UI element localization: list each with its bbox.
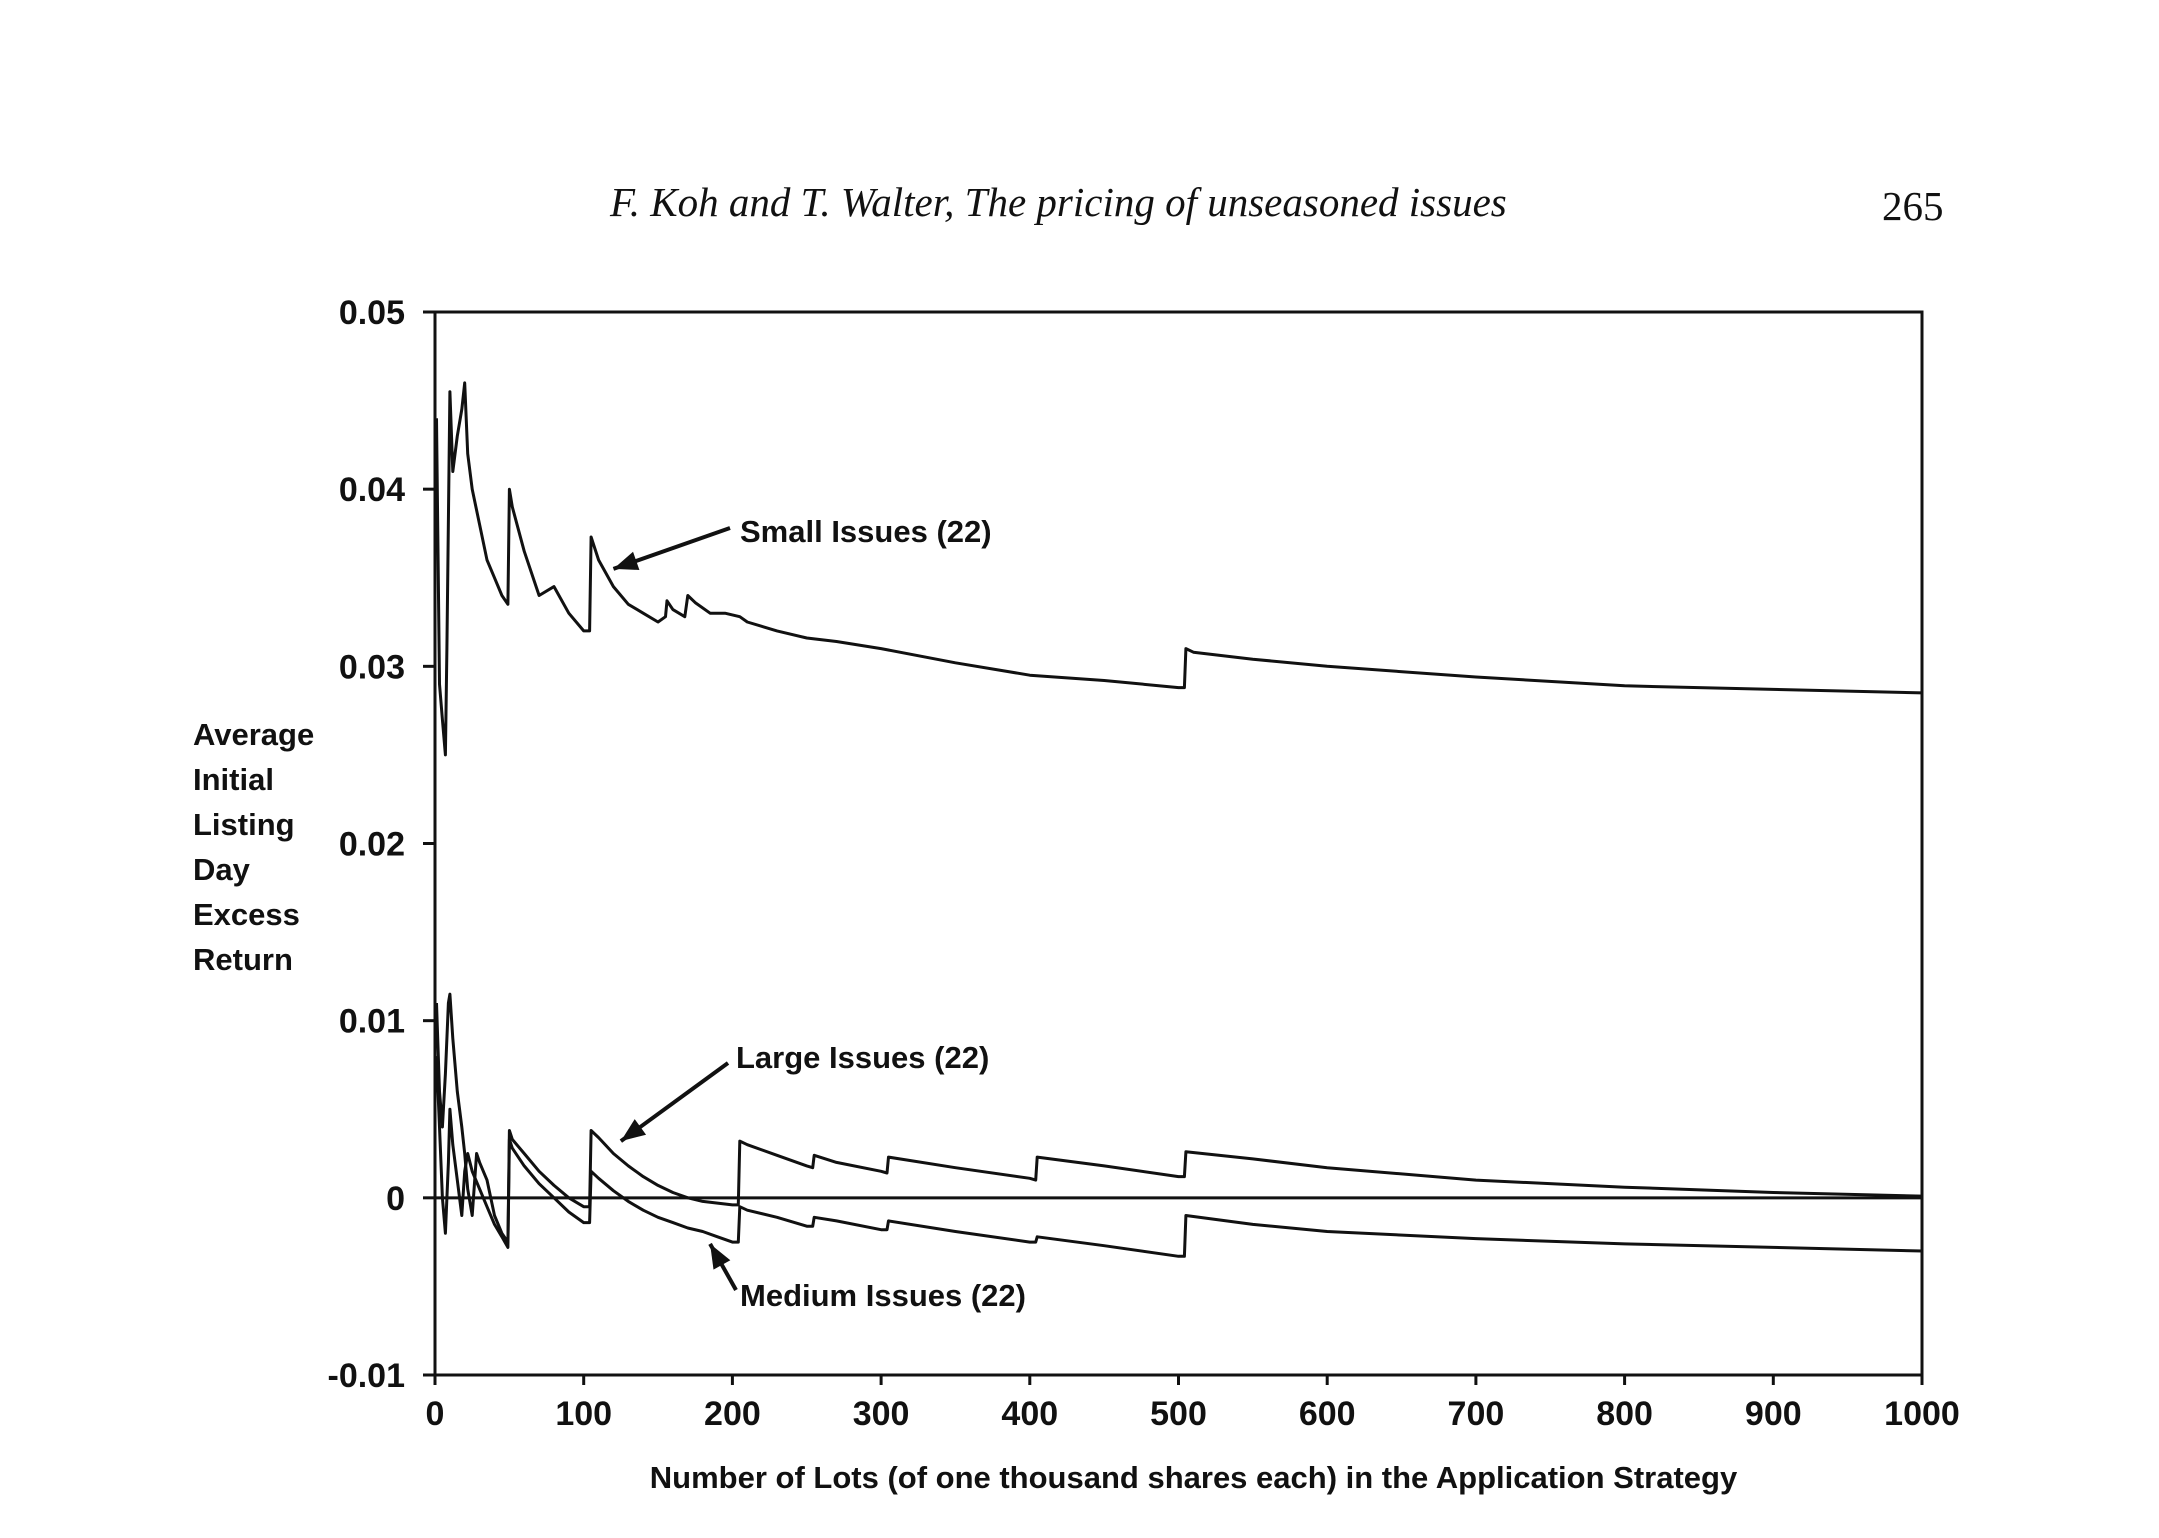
page-number: 265 — [1882, 183, 1944, 229]
y-axis-label-line: Day — [193, 852, 251, 887]
y-axis-label-line: Excess — [193, 897, 300, 932]
x-axis: 0 100 200 300 400 500 600 700 800 900 1000 — [426, 1375, 1960, 1433]
y-axis-label-line: Listing — [193, 807, 295, 842]
y-tick-label: 0.05 — [339, 294, 405, 332]
x-tick-label: 100 — [555, 1395, 612, 1433]
running-head: F. Koh and T. Walter, The pricing of uns… — [610, 179, 1507, 225]
x-tick-label: 300 — [853, 1395, 910, 1433]
y-axis-label-line: Return — [193, 942, 293, 977]
y-tick-label: 0.01 — [339, 1003, 405, 1041]
y-tick-label: -0.01 — [328, 1357, 406, 1395]
y-tick-label: 0.03 — [339, 648, 405, 686]
series-annotation-label: Small Issues (22) — [740, 514, 992, 549]
y-axis-label: Average Initial Listing Day Excess Return — [193, 717, 314, 977]
y-tick-label: 0.04 — [339, 471, 405, 509]
x-tick-label: 500 — [1150, 1395, 1207, 1433]
small-issues-line — [435, 381, 1923, 757]
x-tick-label: 600 — [1299, 1395, 1356, 1433]
x-tick-label: 1000 — [1884, 1395, 1960, 1433]
annotations: Small Issues (22) Large Issues (22) Medium… — [612, 514, 1026, 1313]
plot-frame — [433, 310, 1924, 1377]
series-annotation-label: Large Issues (22) — [736, 1040, 989, 1075]
y-axis-label-line: Average — [193, 717, 314, 752]
series-annotation-label: Medium Issues (22) — [740, 1278, 1026, 1313]
y-axis: -0.01 0 0.01 0.02 0.03 0.04 0.05 — [328, 294, 435, 1395]
annotation-arrowhead — [710, 1243, 731, 1270]
y-axis-label-line: Initial — [193, 762, 274, 797]
medium-issues-line — [435, 1056, 1923, 1258]
x-tick-label: 800 — [1596, 1395, 1653, 1433]
x-tick-label: 400 — [1001, 1395, 1058, 1433]
x-axis-label: Number of Lots (of one thousand shares e… — [650, 1460, 1738, 1495]
annotation-arrowhead — [620, 1119, 647, 1142]
x-tick-label: 700 — [1448, 1395, 1505, 1433]
x-tick-label: 200 — [704, 1395, 761, 1433]
y-tick-label: 0.02 — [339, 826, 405, 864]
large-issues-line — [435, 992, 1923, 1244]
annotation-arrowhead — [613, 551, 640, 570]
x-tick-label: 900 — [1745, 1395, 1802, 1433]
series-layer — [435, 381, 1923, 1258]
y-tick-label: 0 — [386, 1180, 405, 1218]
x-tick-label: 0 — [426, 1395, 445, 1433]
